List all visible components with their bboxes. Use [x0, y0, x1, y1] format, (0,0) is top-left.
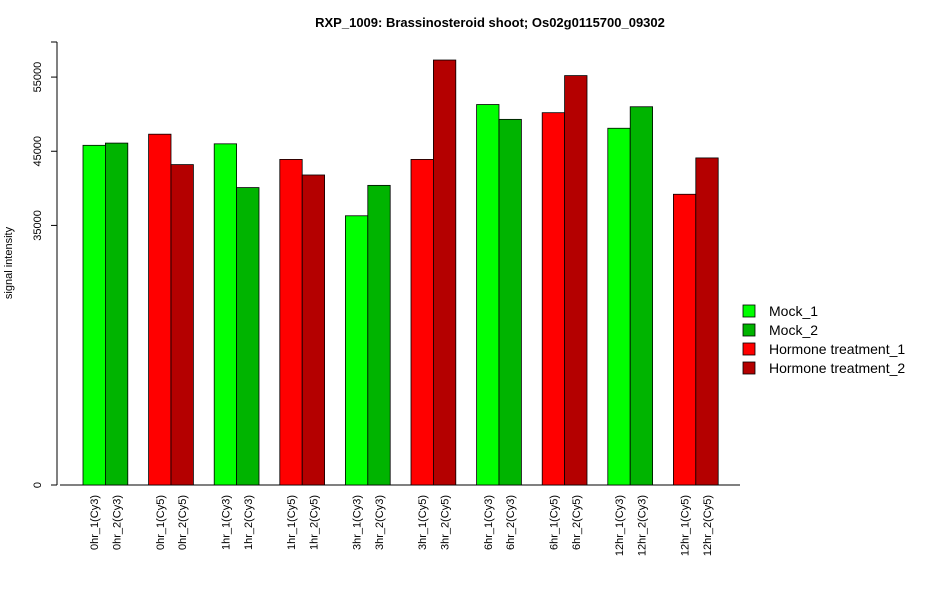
legend-label: Hormone treatment_2 [769, 360, 905, 376]
bars-group [82, 59, 719, 486]
legend-label: Mock_1 [769, 303, 818, 319]
bar [170, 164, 194, 486]
x-tick-label: 6hr_2(Cy5) [571, 495, 583, 550]
bar [476, 104, 500, 486]
bar [498, 118, 522, 486]
bar [432, 59, 457, 486]
y-tick-label: 45000 [32, 136, 44, 167]
x-tick-label: 1hr_2(Cy3) [243, 495, 255, 550]
x-tick-label: 0hr_1(Cy5) [155, 495, 167, 550]
y-tick-label: 0 [32, 482, 44, 488]
bar [367, 184, 391, 486]
bar [410, 159, 434, 486]
bar [105, 142, 129, 486]
bar [213, 143, 237, 486]
x-tick-label: 6hr_2(Cy3) [505, 495, 517, 550]
x-tick-label: 0hr_2(Cy3) [112, 495, 124, 550]
x-tick-label: 0hr_1(Cy3) [89, 495, 101, 550]
x-tick-label: 3hr_1(Cy3) [352, 495, 364, 550]
legend: Mock_1 Mock_2 Hormone treatment_1 Hormone t… [742, 303, 905, 376]
legend-label: Hormone treatment_1 [769, 341, 905, 357]
bar [301, 174, 326, 486]
bar [541, 112, 566, 486]
legend-label: Mock_2 [769, 322, 818, 338]
legend-swatch [742, 342, 756, 356]
x-tick-label: 3hr_2(Cy3) [374, 495, 386, 550]
x-tick-label: 1hr_2(Cy5) [308, 495, 320, 550]
x-tick-label: 0hr_2(Cy5) [177, 495, 189, 550]
bar [82, 144, 106, 486]
x-tick-label: 12hr_1(Cy5) [680, 495, 692, 556]
bar [607, 127, 631, 486]
bar [148, 133, 172, 486]
bar [695, 157, 719, 486]
x-tick-label: 6hr_1(Cy3) [483, 495, 495, 550]
x-tick-labels: 0hr_1(Cy3) 0hr_2(Cy3) 0hr_1(Cy5) 0hr_2(Cy5)… [89, 495, 714, 556]
bar [279, 159, 303, 486]
chart-title: RXP_1009: Brassinosteroid shoot; Os02g01… [315, 15, 665, 30]
x-tick-label: 1hr_1(Cy5) [286, 495, 298, 550]
bar [673, 193, 697, 486]
bar [629, 106, 654, 486]
x-tick-label: 12hr_1(Cy3) [614, 495, 626, 556]
legend-swatch [742, 304, 756, 318]
x-tick-label: 12hr_2(Cy5) [702, 495, 714, 556]
x-tick-label: 3hr_2(Cy5) [440, 495, 452, 550]
bar [236, 187, 260, 486]
y-axis-label: signal intensity [3, 226, 15, 299]
x-tick-label: 12hr_2(Cy3) [636, 495, 648, 556]
legend-swatch [742, 323, 756, 337]
x-tick-label: 1hr_1(Cy3) [220, 495, 232, 550]
y-tick-label: 55000 [32, 62, 44, 93]
y-tick-label: 35000 [32, 210, 44, 241]
x-tick-label: 6hr_1(Cy5) [548, 495, 560, 550]
x-tick-label: 3hr_1(Cy5) [417, 495, 429, 550]
legend-swatch [742, 361, 756, 375]
y-axis: 0 35000 45000 55000 [32, 41, 58, 488]
bar [564, 75, 588, 486]
bar [344, 215, 369, 486]
